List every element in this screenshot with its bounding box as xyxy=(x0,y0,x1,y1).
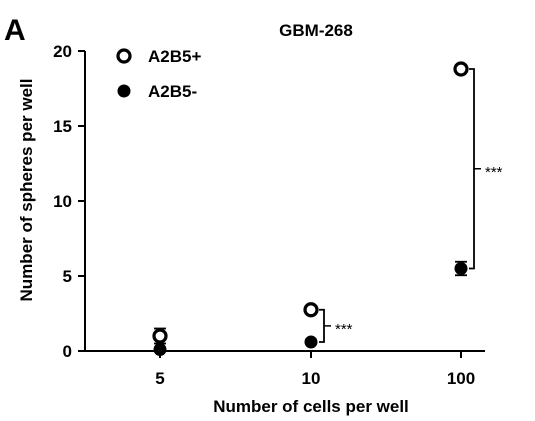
legend-label: A2B5+ xyxy=(148,47,201,66)
y-tick-label: 20 xyxy=(53,42,72,61)
data-point-open xyxy=(152,328,168,344)
y-tick-label: 10 xyxy=(53,192,72,211)
significance-brackets: *** *** xyxy=(319,68,503,343)
x-axis-label: Number of cells per well xyxy=(213,397,409,416)
data-point-open xyxy=(453,61,469,77)
panel-label: A xyxy=(4,14,26,47)
significance-label: *** xyxy=(335,321,353,338)
significance-label: *** xyxy=(485,164,503,181)
data-point-open xyxy=(303,302,319,318)
y-tick-label: 15 xyxy=(53,117,72,136)
x-tick-label: 100 xyxy=(447,369,475,388)
legend: A2B5+ A2B5- xyxy=(116,47,201,101)
x-tick-label: 10 xyxy=(302,369,321,388)
data-point-filled xyxy=(454,262,468,275)
legend-marker xyxy=(116,48,132,64)
chart-title: GBM-268 xyxy=(279,21,353,40)
data-point-filled xyxy=(304,335,318,349)
significance-bracket xyxy=(469,68,475,270)
data-point-filled xyxy=(153,343,167,356)
y-tick-label: 0 xyxy=(63,342,72,361)
y-axis-label: Number of spheres per well xyxy=(17,79,36,302)
y-tick-label: 5 xyxy=(63,267,72,286)
legend-label: A2B5- xyxy=(148,82,197,101)
x-tick-label: 5 xyxy=(155,369,164,388)
legend-marker xyxy=(117,84,131,98)
significance-bracket xyxy=(319,308,325,343)
axes: 0 5 10 15 20 5 10 100 xyxy=(53,42,485,388)
data-marks xyxy=(152,61,469,356)
